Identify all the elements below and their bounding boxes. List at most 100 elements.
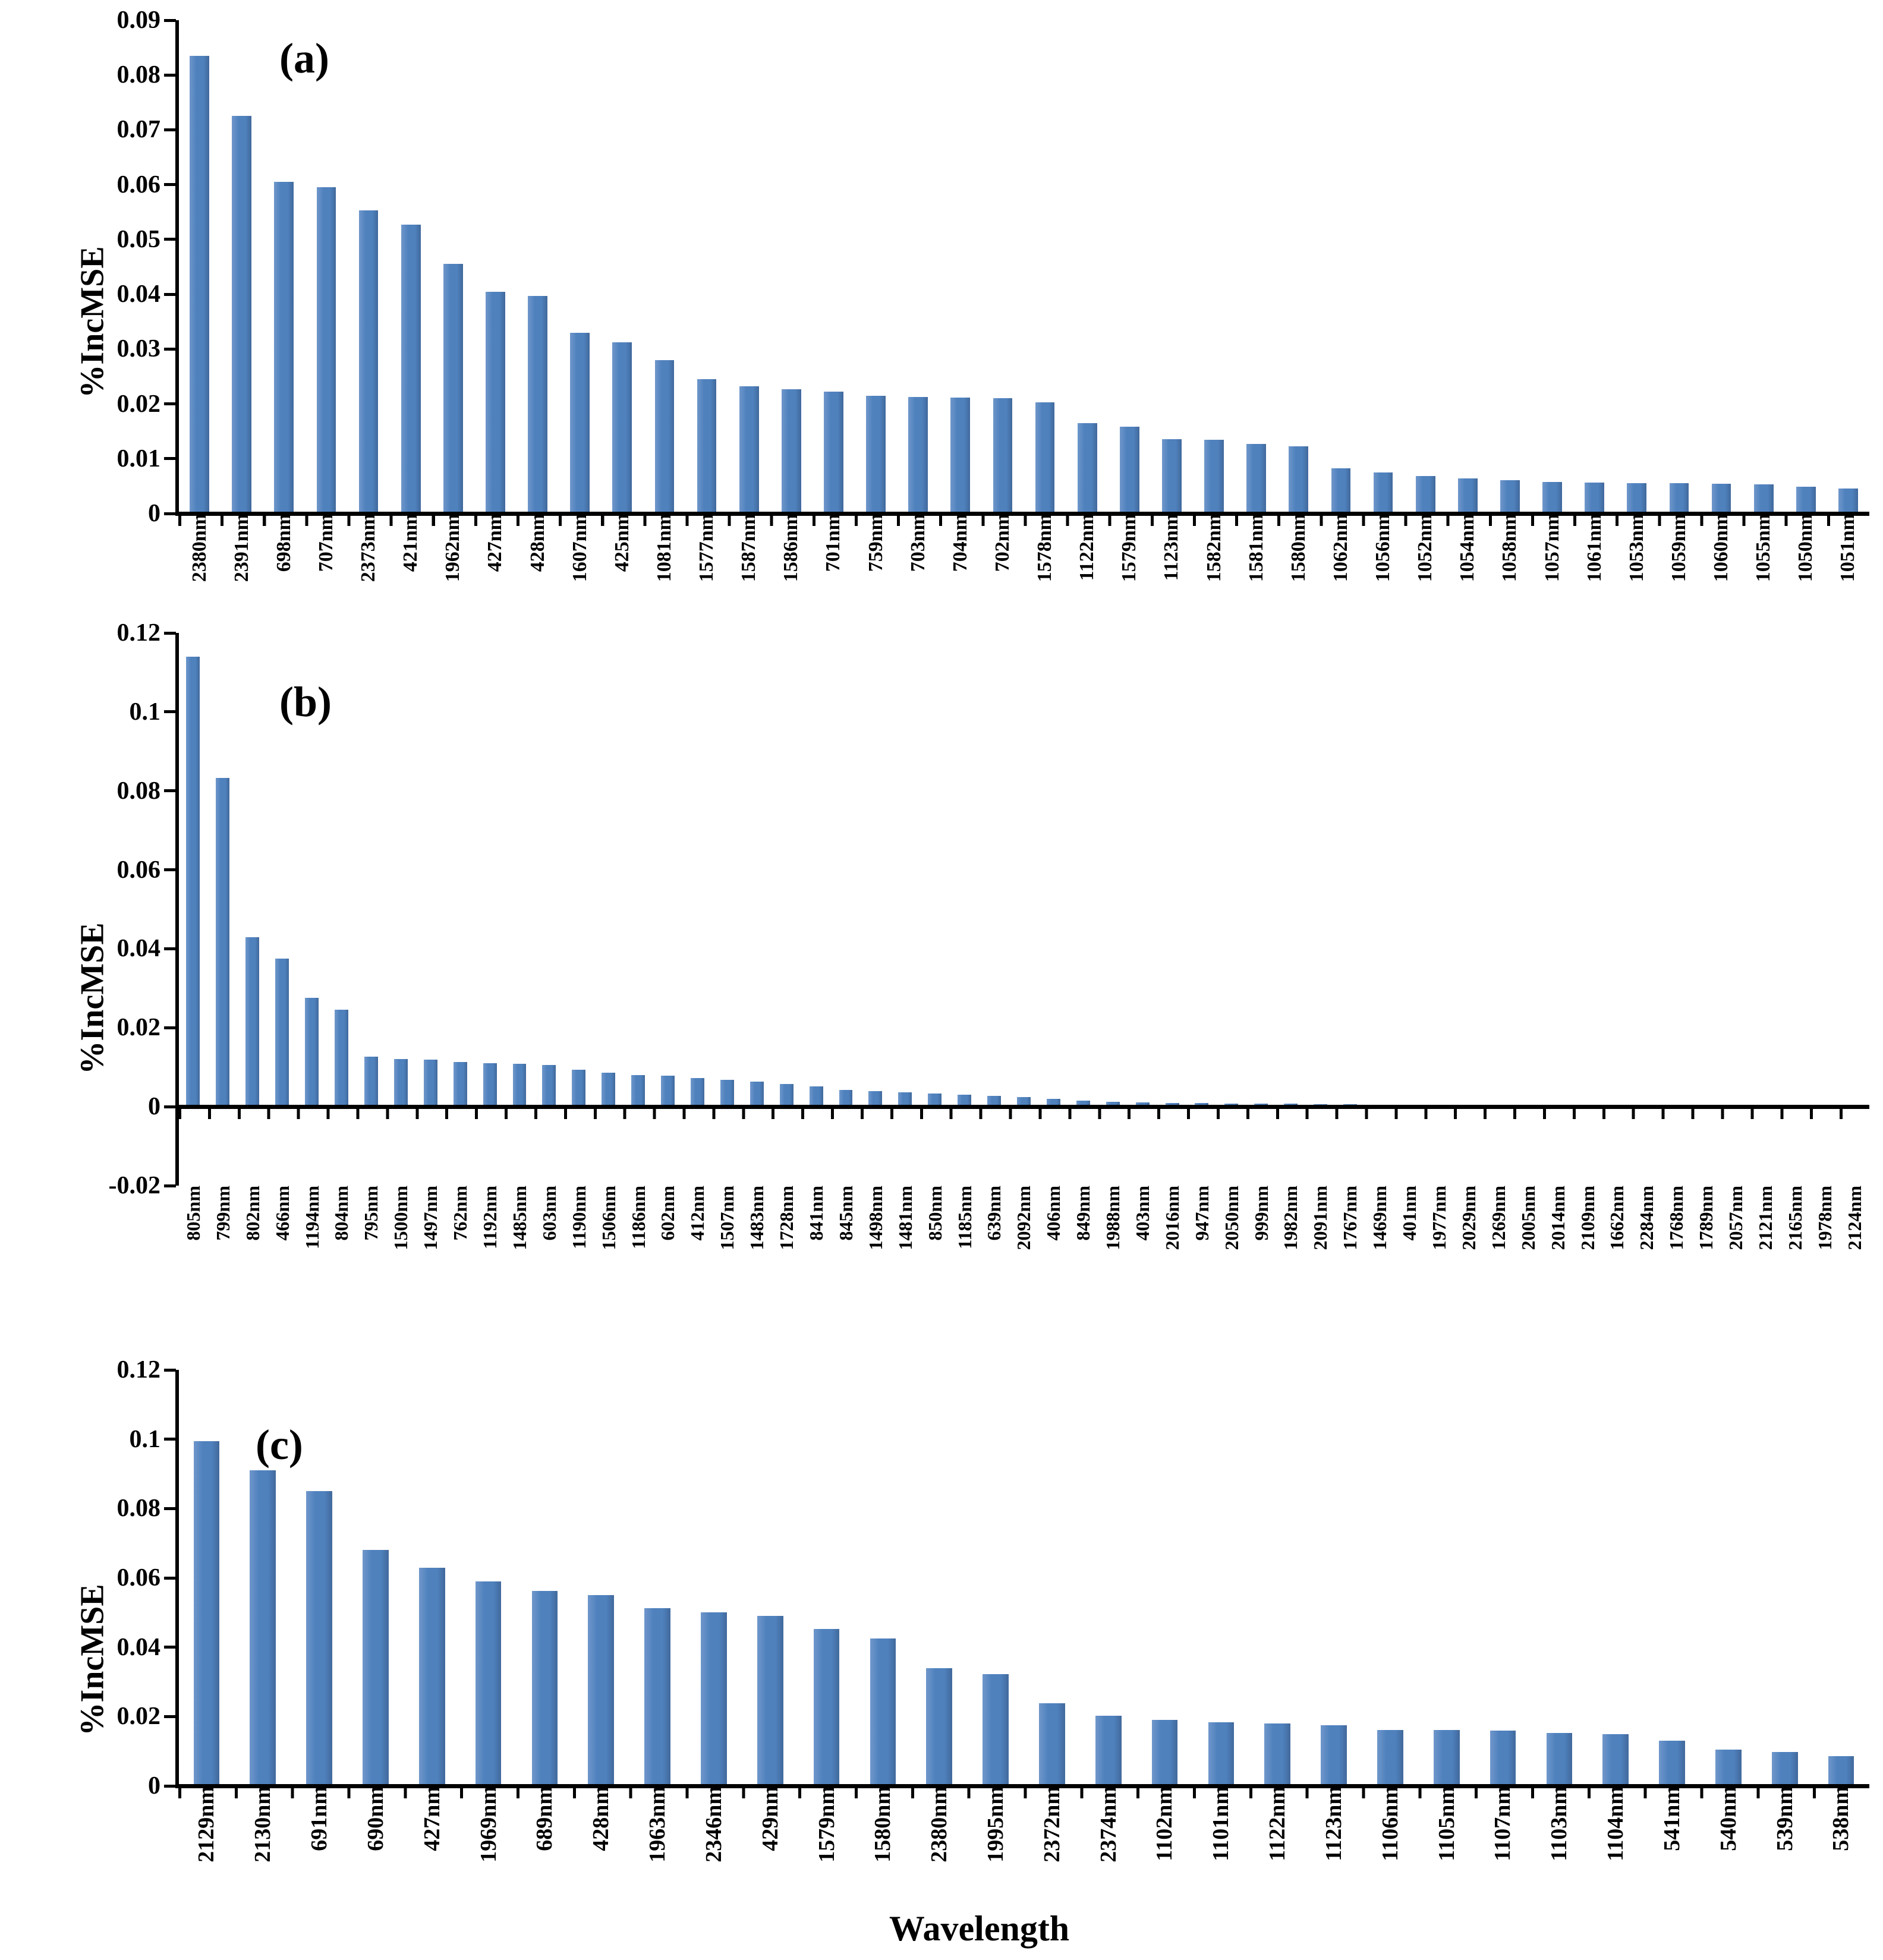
- x-tick-label: 1483nm: [746, 1186, 768, 1250]
- bar-1194nm: [305, 998, 319, 1107]
- bar-1107nm: [1490, 1730, 1516, 1786]
- x-tick-label: 1190nm: [568, 1186, 590, 1249]
- x-slot: 1060nm: [1701, 513, 1743, 623]
- y-tick-mark: [164, 1715, 176, 1718]
- bar-1062nm: [1331, 468, 1351, 513]
- plot-area-c: (c) 0 0.02 0.04 0.06 0.08 0.1 0.12: [117, 1357, 1869, 1798]
- x-slot: 1767nm: [1335, 1186, 1365, 1364]
- x-slot: 999nm: [1246, 1186, 1276, 1364]
- x-slot: 1122nm: [1249, 1786, 1306, 1905]
- bar-539nm: [1771, 1751, 1798, 1786]
- x-tick-labels-a: 2380nm 2391nm 698nm 707nm 2373nm 421nm 1962nm 4…: [178, 513, 1869, 623]
- y-tick-label: -0.02: [108, 1172, 161, 1199]
- x-tick-label: 602nm: [657, 1186, 679, 1241]
- y-tick-mark: [164, 347, 176, 351]
- x-slot: 1662nm: [1602, 1186, 1632, 1364]
- x-tick-label: 849nm: [1072, 1186, 1094, 1241]
- x-slot: 1728nm: [772, 1186, 801, 1364]
- x-tick-label: 1582nm: [1202, 513, 1225, 582]
- y-tick-label: 0: [148, 500, 160, 527]
- bar-1587nm: [739, 386, 759, 513]
- x-slot: 805nm: [178, 1186, 208, 1364]
- bar-799nm: [216, 778, 230, 1107]
- bar-2380nm: [926, 1668, 953, 1786]
- bar-850nm: [928, 1094, 942, 1107]
- bar-1050nm: [1796, 486, 1816, 513]
- x-slot: 1054nm: [1447, 513, 1489, 623]
- x-tick-label: 1978nm: [1813, 1186, 1835, 1250]
- x-slot: 690nm: [347, 1786, 404, 1905]
- y-tick-mark: [164, 1026, 176, 1029]
- x-slot: 2372nm: [1024, 1786, 1080, 1905]
- y-axis-line: [175, 633, 179, 1186]
- x-slot: 1577nm: [686, 513, 728, 623]
- y-tick-label: 0.1: [129, 1425, 161, 1453]
- y-tick-label: 0.08: [116, 777, 161, 805]
- x-tick-label: 1982nm: [1280, 1186, 1302, 1250]
- x-tick-label: 795nm: [360, 1186, 382, 1241]
- x-slot: 702nm: [981, 513, 1024, 623]
- x-slot: 795nm: [356, 1186, 386, 1364]
- x-tick-label: 1269nm: [1487, 1186, 1509, 1250]
- x-slot: 429nm: [742, 1786, 798, 1905]
- bar-2373nm: [358, 210, 379, 513]
- x-slot: 1081nm: [643, 513, 685, 623]
- bar-1054nm: [1457, 478, 1478, 513]
- x-slot: 703nm: [897, 513, 939, 623]
- x-tick-label: 403nm: [1131, 1186, 1153, 1241]
- x-slot: 689nm: [517, 1786, 573, 1905]
- x-tick-label: 639nm: [983, 1186, 1005, 1241]
- x-tick-label: 1963nm: [645, 1786, 670, 1863]
- bar-1056nm: [1373, 472, 1393, 513]
- y-axis-line: [175, 1370, 179, 1786]
- y-axis-title-a: %IncMSE: [74, 245, 111, 398]
- x-tick-label: 1767nm: [1339, 1186, 1361, 1250]
- x-slot: 707nm: [305, 513, 347, 623]
- x-tick-label: 689nm: [532, 1786, 558, 1851]
- panel-b: %IncMSE (b) -0.02 0 0.02 0.04 0.06 0.08 0.1 0.1…: [74, 620, 1869, 1364]
- bar-1057nm: [1542, 482, 1562, 513]
- x-tick-label: 1485nm: [508, 1186, 530, 1250]
- y-tick-label: 0.05: [116, 225, 161, 253]
- x-slot: 1058nm: [1489, 513, 1531, 623]
- y-tick-label: 0.03: [116, 335, 161, 363]
- x-tick-label: 1579nm: [1118, 513, 1141, 582]
- x-slot: 2380nm: [911, 1786, 968, 1905]
- y-tick-label: 0.08: [116, 1495, 161, 1523]
- x-slot: 947nm: [1187, 1186, 1217, 1364]
- x-slot: 1789nm: [1691, 1186, 1721, 1364]
- x-slot: 799nm: [208, 1186, 238, 1364]
- x-tick-label: 2029nm: [1457, 1186, 1479, 1250]
- bar-1586nm: [781, 389, 801, 513]
- bar-2372nm: [1039, 1703, 1065, 1786]
- x-slot: 1107nm: [1475, 1786, 1531, 1905]
- x-slot: 1506nm: [594, 1186, 624, 1364]
- x-tick-label: 406nm: [1043, 1186, 1065, 1241]
- x-tick-label: 703nm: [906, 513, 929, 572]
- x-tick-label: 1194nm: [301, 1186, 323, 1249]
- x-slot: 845nm: [831, 1186, 861, 1364]
- x-slot: 602nm: [653, 1186, 683, 1364]
- x-tick-label: 947nm: [1191, 1186, 1213, 1241]
- x-tick-marks: [178, 1788, 1869, 1798]
- bar-1123nm: [1321, 1725, 1347, 1786]
- x-slot: 1103nm: [1531, 1786, 1588, 1905]
- y-tick-mark: [164, 710, 176, 714]
- bar-541nm: [1659, 1741, 1685, 1786]
- x-tick-label: 1057nm: [1541, 513, 1563, 582]
- x-tick-label: 1056nm: [1372, 513, 1394, 582]
- x-tick-label: 1053nm: [1625, 513, 1648, 582]
- x-tick-label: 2373nm: [357, 513, 380, 582]
- x-tick-label: 707nm: [314, 513, 337, 572]
- x-slot: 1186nm: [624, 1186, 653, 1364]
- bar-403nm: [1135, 1102, 1150, 1107]
- x-slot: 1105nm: [1418, 1786, 1475, 1905]
- x-slot: 403nm: [1128, 1186, 1157, 1364]
- bar-428nm: [588, 1595, 615, 1786]
- y-axis-title-b: %IncMSE: [74, 922, 111, 1074]
- x-tick-label: 1103nm: [1547, 1786, 1572, 1861]
- panel-c: %IncMSE (c) 0 0.02 0.04 0.06 0.08 0.1 0.12 212…: [74, 1357, 1869, 1949]
- x-tick-label: 1055nm: [1752, 513, 1775, 582]
- y-tick-mark: [164, 128, 176, 131]
- bar-762nm: [453, 1062, 467, 1107]
